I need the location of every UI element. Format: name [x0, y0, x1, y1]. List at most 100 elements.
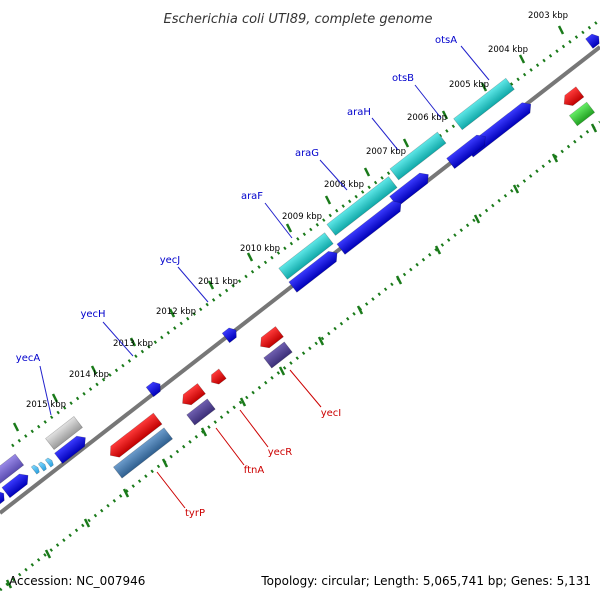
gene-label-tyrP[interactable]: tyrP [185, 508, 205, 519]
map-title: Escherichia coli UTI89, complete genome [164, 12, 433, 27]
gene-label-leader [371, 117, 399, 151]
operon-feature[interactable] [453, 77, 515, 131]
scale-tick [5, 579, 13, 589]
scale-tick-label: 2008 kbp [324, 180, 364, 190]
forward-gene-feature[interactable] [336, 198, 405, 255]
scale-tick [51, 393, 59, 403]
gene-label-leader [289, 369, 322, 408]
gene-label-yecA[interactable]: yecA [16, 353, 41, 364]
gene-label-otsA[interactable]: otsA [435, 35, 457, 46]
gene-label-araH[interactable]: araH [347, 107, 371, 118]
trna-feature[interactable] [568, 101, 596, 127]
gene-label-ftnA[interactable]: ftnA [244, 465, 265, 476]
scale-tick [324, 195, 332, 205]
scale-tick [90, 365, 98, 375]
reverse-gene-feature[interactable] [106, 412, 163, 461]
scale-tick-label: 2006 kbp [407, 113, 447, 123]
operon-feature[interactable] [326, 176, 398, 236]
operon-feature[interactable] [389, 131, 447, 181]
accession-label: Accession: NC_007946 [9, 574, 146, 588]
scale-tick [44, 549, 52, 559]
scale-tick-label: 2005 kbp [449, 80, 489, 90]
scale-tick-label: 2009 kbp [282, 212, 322, 222]
scale-tick [363, 167, 371, 177]
forward-gene-feature[interactable] [1, 470, 32, 499]
gene-label-leader [39, 365, 52, 416]
inner-tick-track [0, 120, 600, 592]
scale-tick-label: 2003 kbp [528, 11, 568, 21]
scale-tick [246, 252, 254, 262]
gene-label-yecI[interactable]: yecI [321, 408, 342, 419]
scale-tick-label: 2004 kbp [488, 45, 528, 55]
scale-tick-label: 2010 kbp [240, 244, 280, 254]
reverse-gene-feature[interactable] [560, 86, 585, 110]
scale-tick [83, 518, 91, 528]
forward-gene-feature[interactable] [585, 32, 600, 49]
scale-tick [395, 275, 403, 285]
forward-gene-feature[interactable] [288, 248, 341, 293]
scale-tick [557, 25, 565, 35]
scale-tick [239, 397, 247, 407]
gene-label-araF[interactable]: araF [241, 191, 263, 202]
forward-gene-feature[interactable] [0, 489, 7, 506]
small-feature[interactable] [44, 457, 54, 468]
mobile-element-feature[interactable] [0, 453, 25, 487]
operon-feature[interactable] [278, 232, 334, 280]
genome-summary-label: Topology: circular; Length: 5,065,741 bp… [261, 574, 591, 588]
scale-tick [278, 366, 286, 376]
scale-tick-label: 2015 kbp [26, 400, 66, 410]
scale-tick-label: 2011 kbp [198, 277, 238, 287]
gene-label-araG[interactable]: araG [295, 148, 319, 159]
scale-tick [551, 153, 559, 163]
reverse-gene-feature[interactable] [208, 368, 227, 387]
scale-tick [518, 54, 526, 64]
scale-tick-label: 2014 kbp [69, 370, 109, 380]
gene-label-otsB[interactable]: otsB [392, 73, 414, 84]
scale-tick [12, 422, 20, 432]
scale-tick [480, 82, 488, 92]
reverse-gene-feature[interactable] [186, 398, 216, 426]
reverse-gene-feature[interactable] [263, 341, 293, 369]
small-feature[interactable] [30, 464, 40, 475]
outer-tick-track [11, 18, 600, 448]
scale-tick [512, 184, 520, 194]
forward-gene-feature[interactable] [145, 379, 164, 398]
scale-tick [473, 214, 481, 224]
scale-tick [285, 223, 293, 233]
gene-label-leader [177, 266, 209, 303]
forward-gene-feature[interactable] [221, 325, 240, 344]
scale-tick [161, 458, 169, 468]
scale-tick [402, 138, 410, 148]
gene-label-leader [264, 202, 293, 239]
gene-label-leader [102, 321, 134, 357]
scale-tick [590, 123, 598, 133]
gene-label-leader [460, 45, 490, 81]
gene-label-leader [156, 471, 186, 509]
gene-label-leader [239, 409, 269, 448]
gene-label-leader [414, 84, 442, 119]
gene-label-yecR[interactable]: yecR [268, 447, 293, 458]
scale-tick [122, 488, 130, 498]
reverse-gene-feature[interactable] [257, 326, 284, 352]
forward-gene-feature[interactable] [446, 131, 490, 170]
scale-tick-label: 2007 kbp [366, 147, 406, 157]
reverse-gene-feature[interactable] [113, 427, 173, 479]
gene-label-leader [319, 159, 348, 191]
forward-gene-feature[interactable] [54, 432, 90, 464]
gene-label-leader [215, 427, 245, 466]
scale-tick [356, 305, 364, 315]
scale-tick [441, 110, 449, 120]
scale-tick-label: 2013 kbp [113, 339, 153, 349]
gene-label-yecH[interactable]: yecH [80, 309, 105, 320]
scale-tick [434, 245, 442, 255]
scale-tick [200, 427, 208, 437]
scale-tick [317, 336, 325, 346]
scale-tick [207, 280, 215, 290]
gene-label-yecJ[interactable]: yecJ [160, 255, 181, 266]
pseudogene-feature[interactable] [45, 416, 83, 450]
reverse-gene-feature[interactable] [179, 383, 206, 409]
scale-tick [168, 308, 176, 318]
small-feature[interactable] [37, 461, 47, 472]
scale-tick-label: 2012 kbp [156, 307, 196, 317]
